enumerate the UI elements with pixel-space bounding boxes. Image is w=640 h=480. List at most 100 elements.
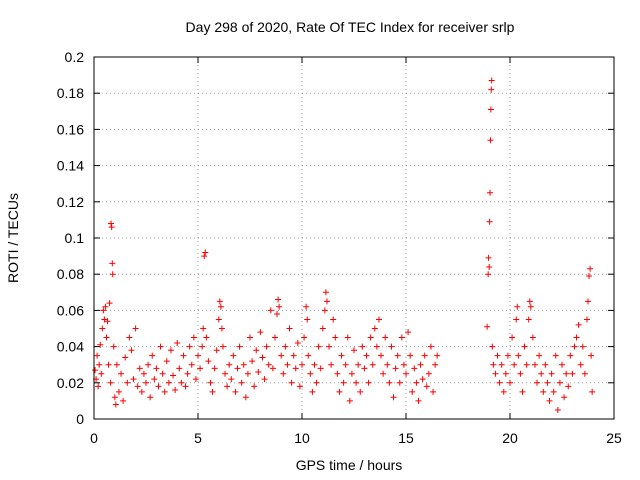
data-point bbox=[400, 361, 407, 368]
data-point bbox=[411, 365, 418, 372]
data-point bbox=[163, 358, 170, 365]
data-point bbox=[265, 361, 272, 368]
data-point bbox=[488, 77, 495, 84]
data-point bbox=[192, 376, 199, 383]
data-point bbox=[200, 325, 207, 332]
data-point bbox=[434, 352, 441, 359]
data-point bbox=[563, 370, 570, 377]
data-point bbox=[267, 307, 274, 314]
data-point bbox=[108, 224, 115, 231]
grid-lines bbox=[94, 57, 614, 419]
y-tick-label: 0.06 bbox=[57, 302, 84, 318]
data-point bbox=[338, 352, 345, 359]
data-point bbox=[219, 343, 226, 350]
tick-labels: 0 0.02 0.04 0.06 0.08 0.1 0.12 0.14 0.16 0.18 0.2 0… bbox=[57, 49, 622, 446]
data-point bbox=[586, 273, 593, 280]
data-point bbox=[384, 361, 391, 368]
data-point bbox=[336, 388, 343, 395]
data-point bbox=[296, 383, 303, 390]
data-point bbox=[496, 379, 503, 386]
x-tick-label: 0 bbox=[90, 430, 98, 446]
data-point bbox=[178, 379, 185, 386]
data-point bbox=[255, 368, 262, 375]
data-point bbox=[552, 352, 559, 359]
data-point bbox=[234, 365, 241, 372]
data-point bbox=[487, 189, 494, 196]
data-point bbox=[130, 376, 137, 383]
data-point bbox=[348, 370, 355, 377]
data-point bbox=[96, 361, 103, 368]
data-point bbox=[195, 352, 201, 359]
data-point bbox=[134, 383, 141, 390]
data-point bbox=[263, 343, 270, 350]
data-point bbox=[344, 334, 351, 341]
data-point bbox=[278, 352, 285, 359]
data-point bbox=[536, 352, 543, 359]
data-point bbox=[244, 370, 251, 377]
data-point bbox=[257, 329, 264, 336]
data-point bbox=[224, 383, 231, 390]
data-point bbox=[509, 334, 516, 341]
data-point bbox=[176, 365, 183, 372]
data-point bbox=[559, 361, 565, 368]
data-point bbox=[305, 352, 312, 359]
data-point bbox=[226, 361, 233, 368]
data-point bbox=[357, 388, 364, 395]
data-point bbox=[488, 86, 495, 93]
data-point bbox=[147, 394, 154, 401]
data-point bbox=[304, 316, 311, 323]
data-point bbox=[365, 379, 372, 386]
data-point bbox=[132, 325, 139, 332]
data-point bbox=[332, 334, 339, 341]
x-tick-label: 10 bbox=[294, 430, 310, 446]
data-point bbox=[419, 376, 426, 383]
data-point bbox=[288, 379, 295, 386]
data-point bbox=[519, 388, 526, 395]
data-point bbox=[323, 298, 330, 305]
data-point bbox=[571, 343, 578, 350]
data-point bbox=[101, 316, 108, 323]
data-point bbox=[369, 361, 376, 368]
data-point bbox=[259, 354, 266, 361]
data-point bbox=[525, 316, 532, 323]
data-point bbox=[253, 347, 260, 354]
data-point bbox=[544, 379, 551, 386]
data-point bbox=[282, 343, 289, 350]
data-point bbox=[561, 394, 568, 401]
data-point bbox=[394, 352, 401, 359]
data-point bbox=[215, 316, 222, 323]
data-point bbox=[190, 334, 197, 341]
data-point bbox=[326, 343, 333, 350]
data-point bbox=[430, 388, 437, 395]
data-point bbox=[126, 334, 133, 341]
data-point bbox=[151, 376, 158, 383]
chart-title: Day 298 of 2020, Rate Of TEC Index for r… bbox=[186, 19, 515, 35]
data-points bbox=[92, 77, 596, 413]
data-point bbox=[159, 370, 166, 377]
y-tick-label: 0.08 bbox=[57, 266, 84, 282]
data-point bbox=[228, 376, 235, 383]
data-point bbox=[182, 383, 189, 390]
data-point bbox=[274, 311, 281, 318]
data-point bbox=[303, 303, 310, 310]
data-point bbox=[313, 379, 320, 386]
data-point bbox=[167, 347, 174, 354]
data-point bbox=[128, 347, 135, 354]
data-point bbox=[380, 370, 387, 377]
data-point bbox=[202, 249, 209, 256]
data-point bbox=[180, 352, 187, 359]
data-point bbox=[240, 361, 247, 368]
data-point bbox=[106, 300, 113, 307]
data-point bbox=[92, 367, 99, 374]
data-point bbox=[100, 307, 107, 314]
data-point bbox=[579, 343, 586, 350]
data-point bbox=[211, 365, 218, 372]
y-tick-label: 0.12 bbox=[57, 194, 84, 210]
y-tick-label: 0.16 bbox=[57, 121, 84, 137]
y-tick-label: 0.18 bbox=[57, 85, 84, 101]
data-point bbox=[110, 343, 117, 350]
data-point bbox=[523, 361, 530, 368]
data-point bbox=[538, 370, 545, 377]
data-point bbox=[507, 379, 513, 386]
data-point bbox=[109, 260, 116, 267]
